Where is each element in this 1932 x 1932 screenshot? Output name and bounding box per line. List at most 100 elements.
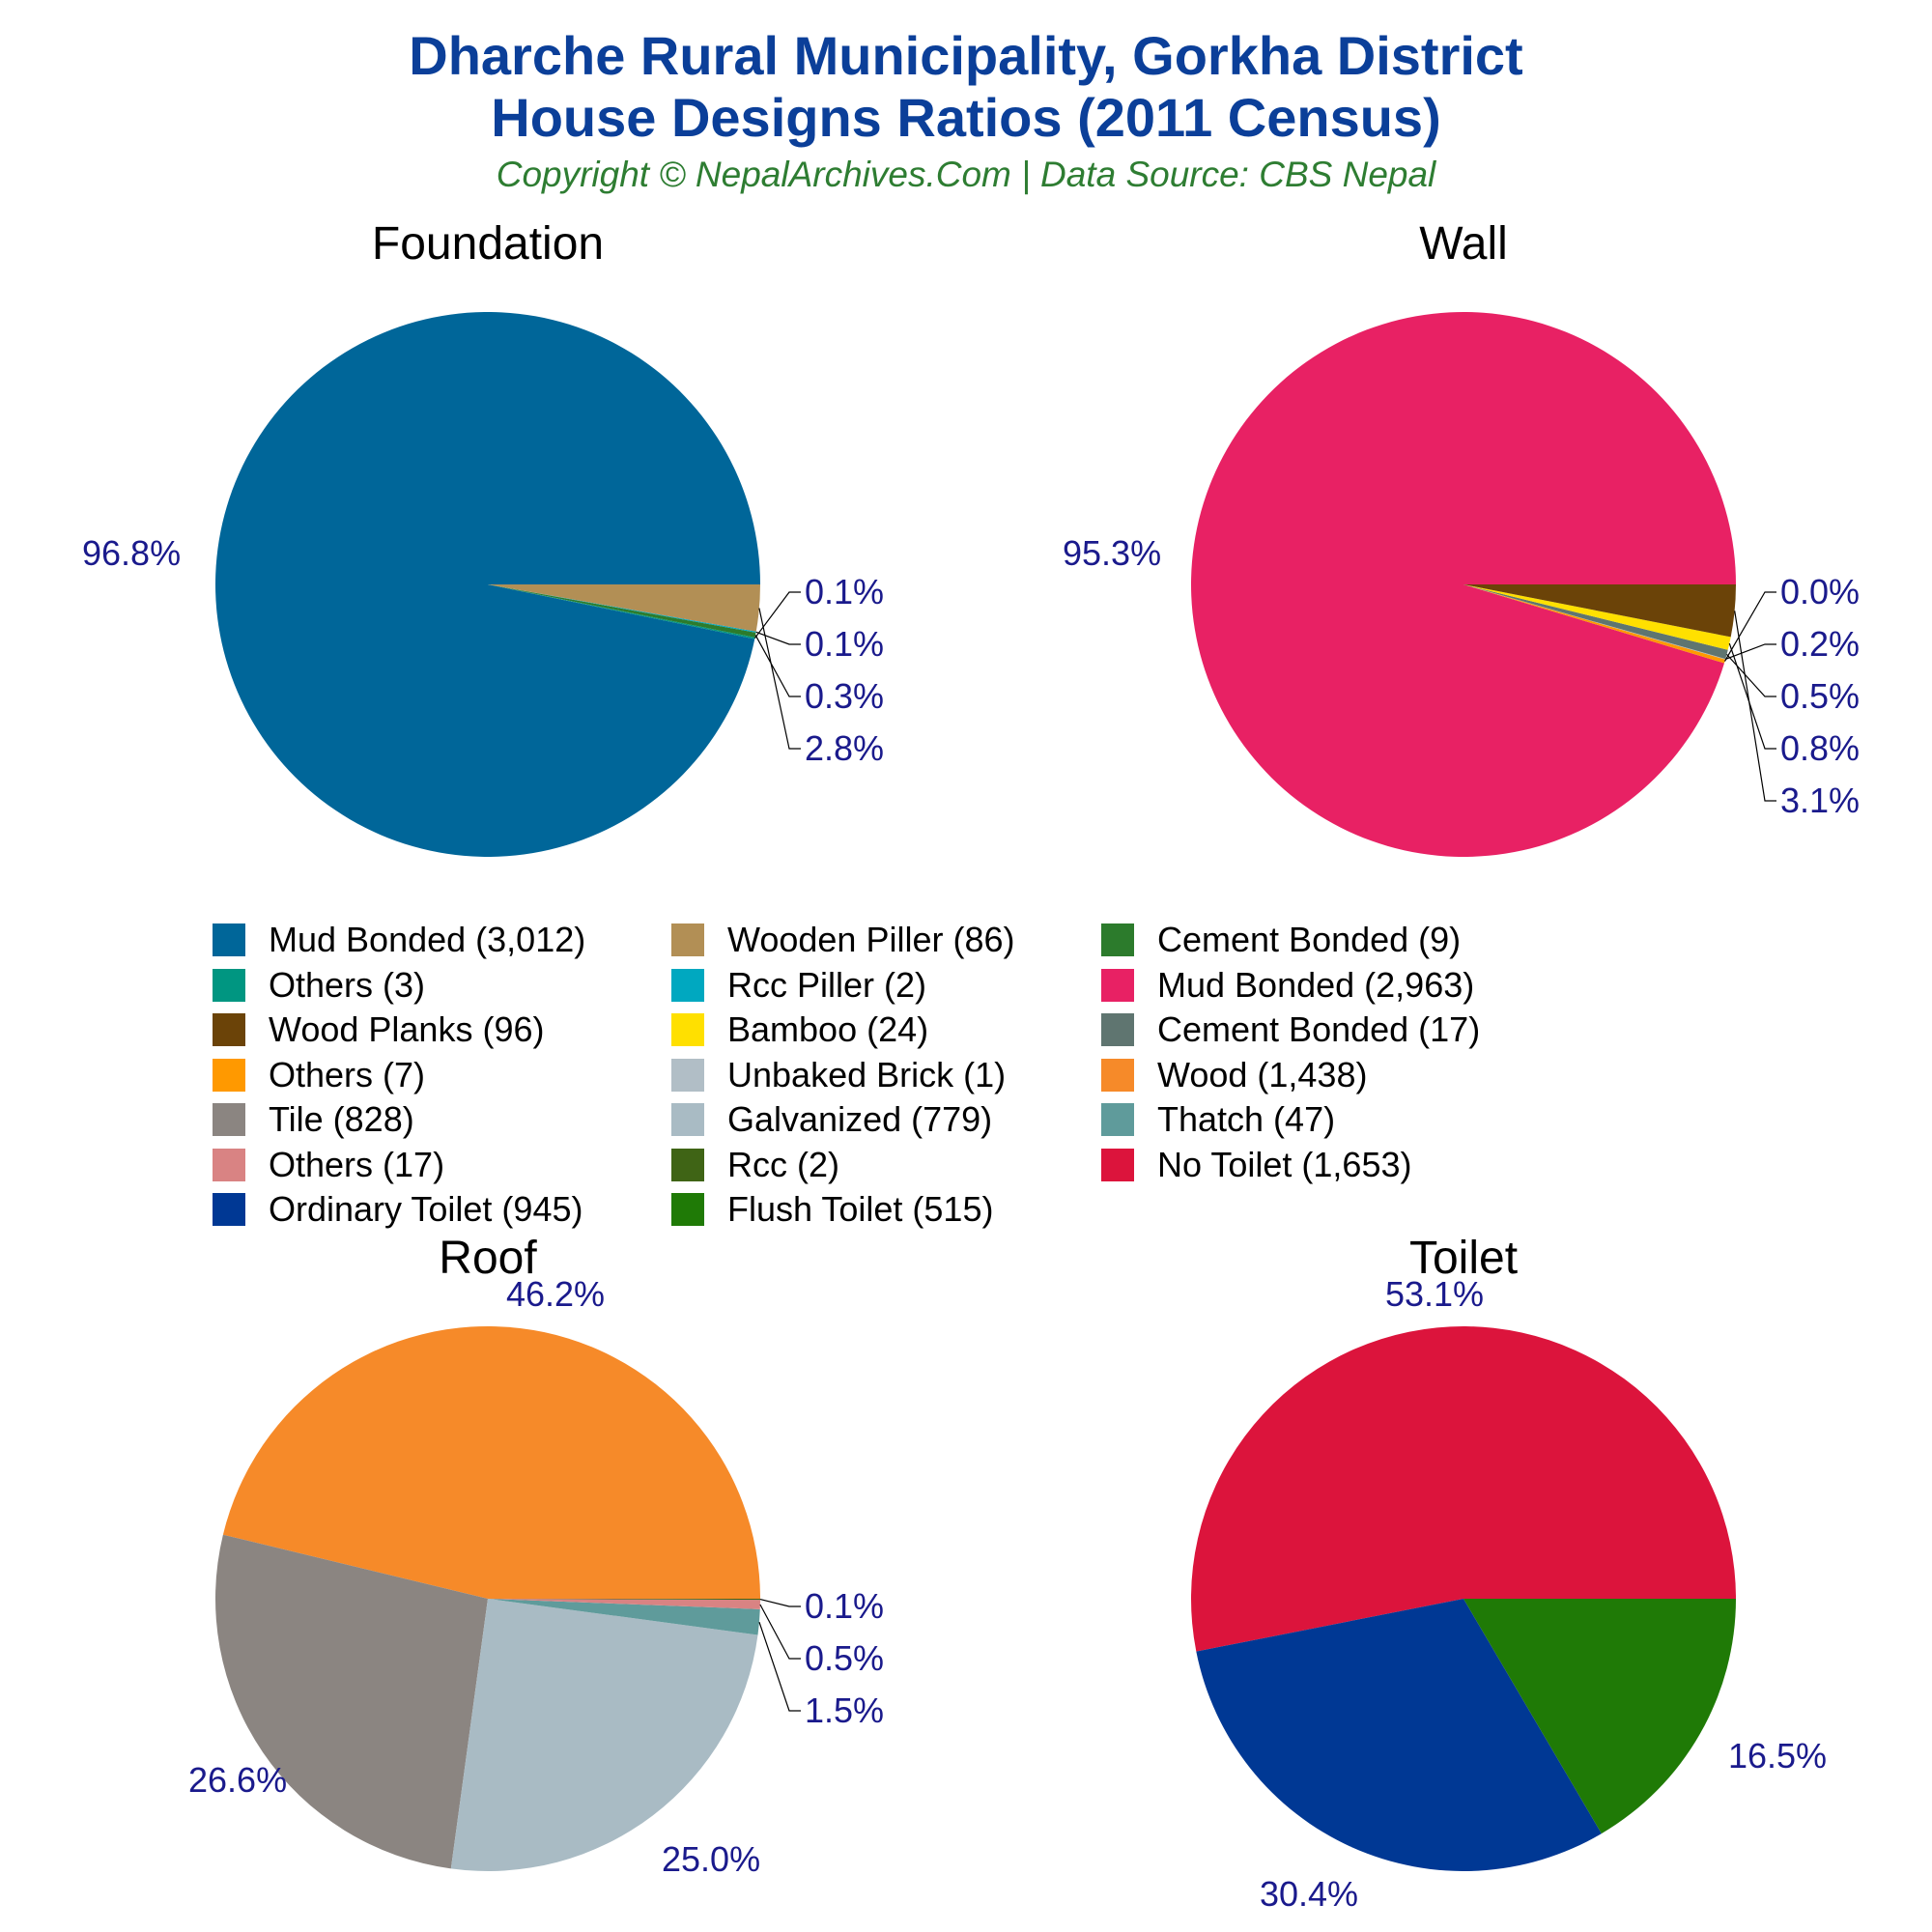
legend-swatch — [671, 1193, 704, 1226]
legend-label: Others (17) — [269, 1144, 445, 1184]
leader-line — [758, 608, 801, 750]
slice-toilet-ordinary-toilet — [1196, 1599, 1602, 1872]
data-label: 46.2% — [506, 1274, 605, 1314]
legend: Mud Bonded (3,012) Wooden Piller (86) Ceme… — [213, 918, 1565, 1236]
chart-title-line1: Dharche Rural Municipality, Gorkha Distr… — [409, 25, 1523, 86]
legend-item: No Toilet (1,653) — [1101, 1143, 1411, 1187]
legend-label: Thatch (47) — [1157, 1099, 1336, 1139]
legend-item: Bamboo (24) — [671, 1008, 928, 1052]
legend-swatch — [213, 1193, 245, 1226]
legend-label: Tile (828) — [269, 1099, 414, 1139]
slice-wall-cement-bonded — [1463, 584, 1728, 660]
legend-item: Wood (1,438) — [1101, 1053, 1367, 1097]
data-label: 25.0% — [662, 1839, 760, 1879]
legend-item: Cement Bonded (17) — [1101, 1008, 1480, 1052]
leader-line — [759, 1604, 801, 1660]
leader-line — [753, 591, 801, 639]
chart-subtitle: Copyright © NepalArchives.Com | Data Sou… — [496, 155, 1436, 194]
legend-swatch — [213, 968, 245, 1002]
legend-label: Wood (1,438) — [1157, 1054, 1368, 1094]
legend-label: Unbaked Brick (1) — [727, 1054, 1007, 1094]
slice-wall-unbaked-brick — [1463, 584, 1726, 660]
legend-swatch — [671, 923, 704, 956]
legend-label: Cement Bonded (9) — [1157, 920, 1462, 959]
legend-item: Mud Bonded (3,012) — [213, 918, 585, 962]
legend-label: Rcc Piller (2) — [727, 964, 927, 1005]
data-label: 0.1% — [805, 572, 884, 611]
legend-item: Thatch (47) — [1101, 1097, 1335, 1142]
slice-wall-others — [1463, 584, 1726, 664]
legend-swatch — [1101, 1103, 1134, 1136]
slice-foundation-others — [488, 584, 755, 639]
legend-item: Ordinary Toilet (945) — [213, 1187, 582, 1232]
data-label: 0.1% — [805, 624, 884, 664]
legend-item: Flush Toilet (515) — [671, 1187, 993, 1232]
legend-label: Wooden Piller (86) — [727, 920, 1015, 959]
data-label: 3.1% — [1780, 781, 1860, 820]
leader-line — [1724, 643, 1776, 660]
slice-foundation-mud-bonded — [215, 311, 760, 857]
data-label: 1.5% — [805, 1690, 884, 1730]
data-label: 0.5% — [805, 1638, 884, 1678]
slice-roof-tile — [214, 1534, 488, 1869]
slice-roof-wood — [222, 1325, 760, 1599]
slice-wall-bamboo — [1463, 584, 1731, 650]
leader-line — [1734, 611, 1776, 802]
slice-wall-wood-planks — [1463, 584, 1737, 638]
data-label: 53.1% — [1385, 1274, 1484, 1314]
legend-swatch — [671, 1148, 704, 1181]
legend-label: Mud Bonded (2,963) — [1157, 964, 1475, 1005]
data-label: 95.3% — [1063, 533, 1161, 573]
legend-label: Rcc (2) — [727, 1144, 839, 1184]
leader-line — [759, 1599, 801, 1607]
legend-label: Others (3) — [269, 964, 426, 1005]
legend-swatch — [213, 923, 245, 956]
data-label: 0.0% — [1780, 572, 1860, 611]
slice-foundation-rcc-piller — [488, 584, 756, 633]
legend-label: Mud Bonded (3,012) — [269, 920, 586, 959]
legend-item: Cement Bonded (9) — [1101, 918, 1461, 962]
pie-title-toilet: Toilet — [1409, 1233, 1518, 1284]
legend-label: Cement Bonded (17) — [1157, 1009, 1481, 1049]
legend-swatch — [671, 1013, 704, 1046]
legend-item: Mud Bonded (2,963) — [1101, 963, 1474, 1008]
data-label: 26.6% — [188, 1760, 287, 1800]
pie-title-roof: Roof — [439, 1233, 537, 1284]
legend-swatch — [213, 1058, 245, 1092]
legend-item: Wooden Piller (86) — [671, 918, 1014, 962]
leader-line — [1728, 642, 1776, 750]
data-label: 0.8% — [1780, 728, 1860, 768]
legend-swatch — [213, 1103, 245, 1136]
legend-swatch — [1101, 1058, 1134, 1092]
data-label: 0.3% — [805, 676, 884, 716]
pie-wall: Wall 95.3% 0.0% 0.2% 0.5% 0.8% 3.1% — [1063, 218, 1860, 858]
slice-foundation-cement-bonded — [488, 584, 756, 638]
leader-line — [1726, 653, 1776, 697]
legend-label: No Toilet (1,653) — [1157, 1144, 1412, 1184]
legend-swatch — [1101, 1013, 1134, 1046]
legend-item: Others (7) — [213, 1053, 425, 1097]
legend-swatch — [671, 968, 704, 1002]
slice-roof-thatch — [488, 1599, 760, 1635]
slice-foundation-wooden-piller — [488, 584, 760, 632]
leader-line — [758, 1622, 801, 1712]
legend-swatch — [1101, 968, 1134, 1002]
legend-label: Others (7) — [269, 1054, 426, 1094]
slice-roof-rcc — [488, 1599, 761, 1601]
data-label: 96.8% — [82, 533, 181, 573]
legend-label: Ordinary Toilet (945) — [269, 1189, 583, 1229]
legend-item: Rcc (2) — [671, 1143, 839, 1187]
legend-swatch — [1101, 923, 1134, 956]
pie-title-foundation: Foundation — [372, 218, 604, 270]
legend-swatch — [213, 1013, 245, 1046]
legend-item: Tile (828) — [213, 1097, 414, 1142]
slice-roof-others — [488, 1599, 760, 1609]
legend-label: Wood Planks (96) — [269, 1009, 545, 1049]
data-label: 30.4% — [1260, 1874, 1358, 1914]
chart-title-line2: House Designs Ratios (2011 Census) — [491, 87, 1441, 148]
pie-foundation: Foundation 96.8% 0.1% 0.1% 0.3% 2.8% — [82, 218, 884, 857]
legend-item: Wood Planks (96) — [213, 1008, 544, 1052]
